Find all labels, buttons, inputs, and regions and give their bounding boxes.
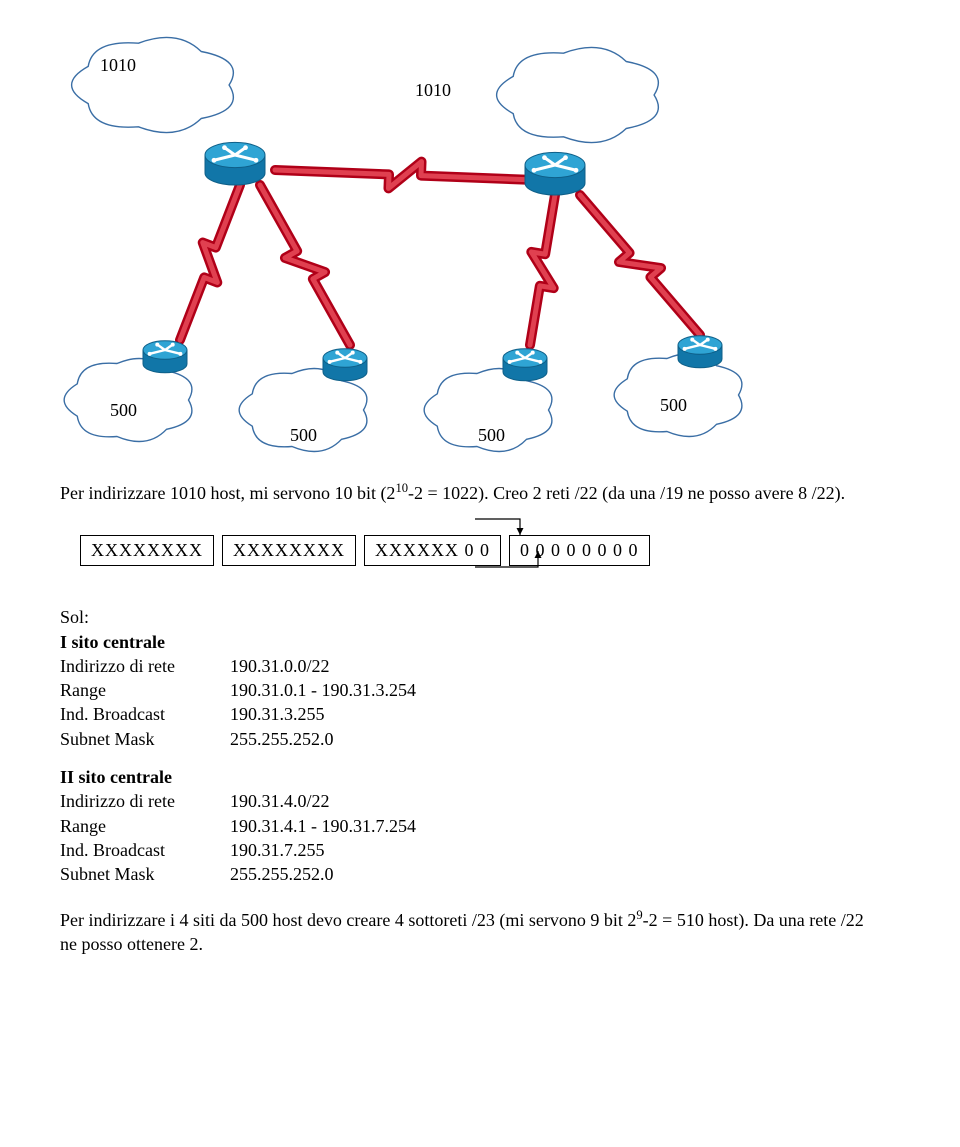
site1-bc-key: Ind. Broadcast <box>60 702 230 726</box>
cloud-label: 1010 <box>415 80 451 101</box>
cloud-label: 500 <box>290 425 317 446</box>
site2-addr-val: 190.31.4.0/22 <box>230 789 330 813</box>
cloud-label: 500 <box>110 400 137 421</box>
site1-title: I sito centrale <box>60 630 880 654</box>
paragraph-addressing-500: Per indirizzare i 4 siti da 500 host dev… <box>60 907 880 957</box>
cloud-label: 500 <box>478 425 505 446</box>
site1-addr-key: Indirizzo di rete <box>60 654 230 678</box>
cloud-label: 500 <box>660 395 687 416</box>
para1-text-a: Per indirizzare 1010 host, mi servono 10… <box>60 483 395 503</box>
site1-range-key: Range <box>60 678 230 702</box>
para1-text-b: -2 = 1022). Creo 2 reti /22 (da una /19 … <box>408 483 845 503</box>
site1-addr-val: 190.31.0.0/22 <box>230 654 330 678</box>
bit-boxes-row: XXXXXXXX XXXXXXXX XXXXXX 0 0 0 0 0 0 0 0… <box>80 525 960 575</box>
site1-mask-val: 255.255.252.0 <box>230 727 334 751</box>
para2-text-a: Per indirizzare i 4 siti da 500 host dev… <box>60 910 636 930</box>
site2-bc-key: Ind. Broadcast <box>60 838 230 862</box>
site2-mask-key: Subnet Mask <box>60 862 230 886</box>
site2-title: II sito centrale <box>60 765 880 789</box>
sol-label: Sol: <box>60 605 880 629</box>
solution-block: Sol: I sito centrale Indirizzo di rete19… <box>60 605 880 886</box>
cloud-label: 1010 <box>100 55 136 76</box>
octet-1: XXXXXXXX <box>80 535 214 566</box>
site2-bc-val: 190.31.7.255 <box>230 838 325 862</box>
site2-range-key: Range <box>60 814 230 838</box>
para1-exp: 10 <box>395 481 408 495</box>
site1-bc-val: 190.31.3.255 <box>230 702 325 726</box>
site2-range-val: 190.31.4.1 - 190.31.7.254 <box>230 814 416 838</box>
site1-range-val: 190.31.0.1 - 190.31.3.254 <box>230 678 416 702</box>
site2-mask-val: 255.255.252.0 <box>230 862 334 886</box>
paragraph-addressing-1010: Per indirizzare 1010 host, mi servono 10… <box>60 480 880 505</box>
octet-2: XXXXXXXX <box>222 535 356 566</box>
network-diagram: 1010 1010 500 500 500 500 <box>0 0 960 470</box>
site2-addr-key: Indirizzo di rete <box>60 789 230 813</box>
subnet-arrows-icon <box>390 513 960 573</box>
site1-mask-key: Subnet Mask <box>60 727 230 751</box>
